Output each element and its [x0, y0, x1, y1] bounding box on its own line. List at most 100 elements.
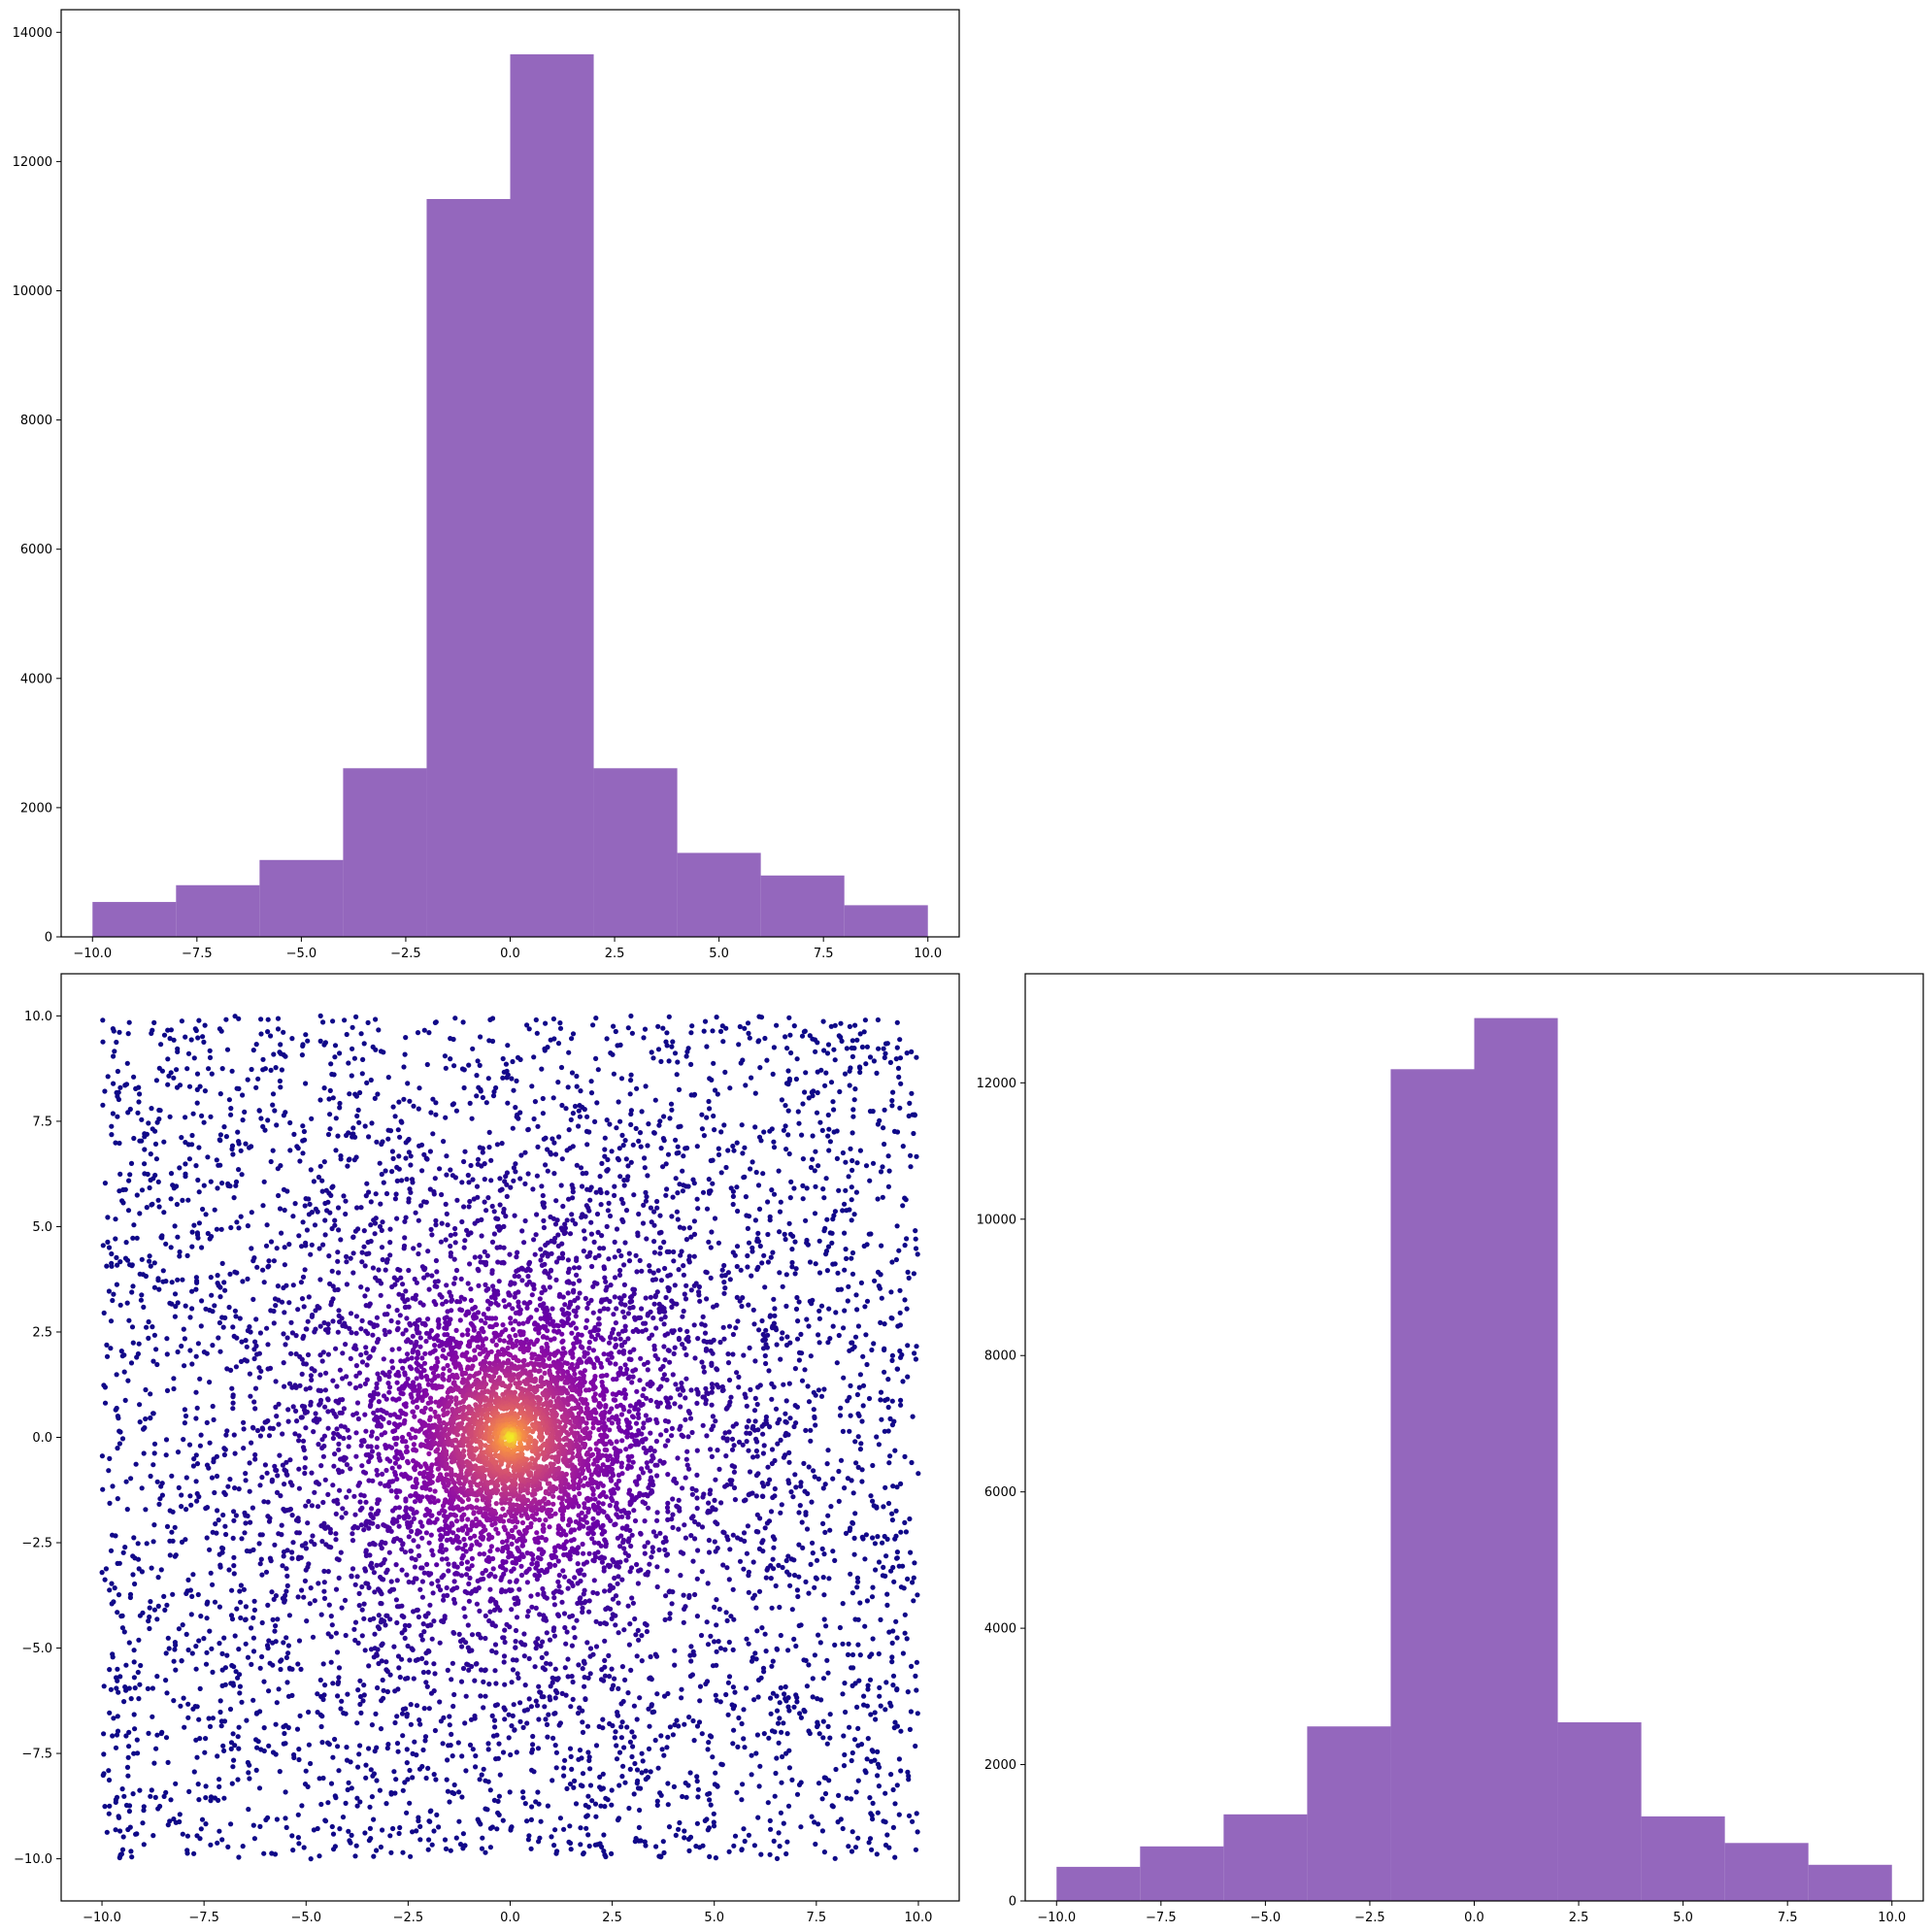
scatter-point — [657, 1530, 663, 1536]
scatter-point — [399, 1567, 405, 1573]
scatter-point — [225, 1483, 231, 1489]
scatter-point — [626, 1805, 632, 1812]
scatter-point — [869, 1847, 875, 1852]
scatter-point — [117, 1302, 123, 1308]
scatter-point — [796, 1349, 803, 1355]
scatter-point — [637, 1257, 643, 1263]
scatter-point — [142, 1147, 148, 1152]
scatter-point — [329, 1622, 335, 1628]
scatter-point — [837, 1624, 844, 1631]
scatter-point — [230, 1394, 236, 1400]
scatter-point — [706, 1098, 712, 1105]
scatter-point — [257, 1709, 263, 1715]
scatter-point — [813, 1261, 818, 1267]
scatter-point — [749, 1654, 756, 1660]
scatter-point — [755, 1183, 762, 1188]
scatter-point — [806, 1095, 812, 1101]
scatter-point — [784, 1334, 790, 1340]
scatter-point — [448, 1167, 453, 1173]
scatter-point — [337, 1434, 343, 1440]
scatter-point — [658, 1058, 664, 1064]
scatter-point — [849, 1038, 855, 1044]
scatter-point — [636, 1211, 642, 1217]
scatter-point — [214, 1226, 219, 1232]
scatter-point — [362, 1830, 368, 1836]
scatter-point — [915, 1829, 920, 1835]
scatter-point — [769, 1447, 776, 1452]
scatter-point — [864, 1756, 870, 1762]
scatter-point — [120, 1549, 126, 1555]
scatter-point — [719, 1387, 725, 1393]
scatter-point — [465, 1172, 471, 1179]
scatter-point — [578, 1595, 583, 1601]
scatter-point — [354, 1803, 360, 1809]
scatter-point — [905, 1374, 911, 1380]
scatter-point — [684, 1462, 690, 1468]
scatter-point — [533, 1605, 539, 1611]
scatter-point — [265, 1602, 271, 1608]
scatter-point — [855, 1579, 861, 1584]
scatter-point — [908, 1164, 914, 1170]
scatter-point — [414, 1280, 419, 1285]
scatter-point — [419, 1637, 425, 1643]
scatter-point — [731, 1469, 738, 1475]
scatter-point — [455, 1740, 461, 1746]
scatter-point — [286, 1381, 293, 1386]
scatter-point — [136, 1341, 142, 1347]
scatter-point — [139, 1569, 145, 1575]
scatter-point — [366, 1663, 372, 1669]
scatter-point — [499, 1141, 505, 1147]
scatter-point — [395, 1127, 401, 1133]
scatter-point — [525, 1127, 531, 1133]
scatter-point — [235, 1734, 241, 1740]
scatter-point — [745, 1225, 751, 1231]
scatter-point — [591, 1239, 597, 1245]
scatter-point — [894, 1549, 901, 1555]
scatter-point — [612, 1575, 617, 1582]
scatter-point — [768, 1254, 774, 1260]
scatter-point — [289, 1330, 295, 1336]
scatter-point — [706, 1549, 713, 1555]
scatter-point — [755, 1677, 762, 1683]
scatter-point — [670, 1524, 676, 1530]
scatter-point — [259, 1653, 265, 1660]
scatter-point — [483, 1100, 489, 1106]
scatter-point — [372, 1631, 378, 1637]
scatter-point — [416, 1143, 422, 1149]
scatter-point — [193, 1353, 199, 1359]
scatter-point — [373, 1711, 379, 1716]
scatter-point — [361, 1692, 367, 1698]
scatter-point — [465, 1622, 471, 1628]
scatter-point — [616, 1099, 621, 1105]
scatter-point — [854, 1160, 860, 1166]
scatter-point — [164, 1387, 171, 1393]
scatter-point — [894, 1484, 900, 1490]
scatter-point — [275, 1473, 281, 1479]
scatter-point — [474, 1093, 480, 1099]
scatter-point — [568, 1704, 574, 1710]
scatter-point — [109, 1263, 115, 1269]
scatter-point — [676, 1124, 682, 1130]
scatter-point — [122, 1545, 128, 1550]
scatter-point — [616, 1295, 622, 1301]
scatter-point — [902, 1612, 908, 1617]
scatter-point — [770, 1249, 776, 1255]
scatter-point — [680, 1485, 685, 1491]
scatter-point — [786, 1765, 793, 1771]
scatter-point — [617, 1174, 623, 1180]
scatter-point — [804, 1683, 811, 1689]
scatter-point — [148, 1263, 153, 1269]
scatter-point — [725, 1360, 732, 1366]
scatter-point — [859, 1467, 865, 1473]
scatter-point — [628, 1013, 634, 1019]
scatter-point — [709, 1229, 715, 1235]
scatter-point — [681, 1183, 686, 1188]
scatter-point — [796, 1574, 802, 1580]
scatter-point — [818, 1303, 825, 1309]
scatter-point — [197, 1443, 203, 1449]
scatter-point — [576, 1108, 582, 1114]
scatter-point — [823, 1251, 829, 1257]
scatter-point — [602, 1657, 608, 1663]
scatter-point — [419, 1579, 425, 1584]
scatter-point — [677, 1392, 683, 1398]
